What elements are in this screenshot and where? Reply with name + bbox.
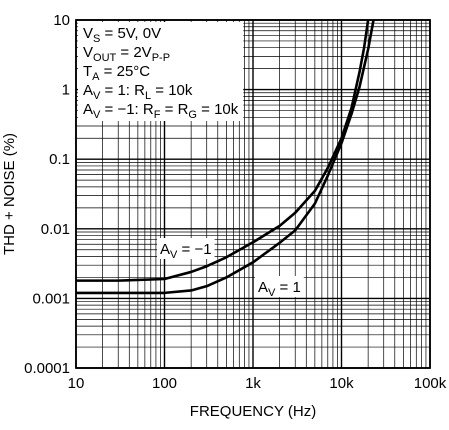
y-tick-label: 1 (62, 82, 70, 99)
y-tick-labels: 0.0001 0.001 0.01 0.1 1 10 (24, 12, 70, 377)
series-label-text: AV = 1 (258, 279, 301, 299)
series-label-bg (157, 238, 215, 259)
x-tick-label: 100k (414, 375, 447, 392)
condition-line: VS = 5V, 0V (83, 25, 161, 45)
x-tick-label: 10k (329, 375, 354, 392)
x-axis-label: FREQUENCY (Hz) (190, 403, 316, 420)
y-axis-label: THD + NOISE (%) (1, 133, 18, 255)
y-tick-label: 0.01 (41, 221, 70, 238)
y-tick-label: 0.1 (49, 151, 70, 168)
series-line-av-minus-1 (76, 19, 370, 282)
series-line-av-1 (76, 19, 375, 295)
x-tick-label: 1k (245, 375, 261, 392)
series-label-bg (255, 276, 304, 297)
plot-frame (75, 19, 431, 369)
condition-line: TA = 25°C (83, 63, 150, 83)
series-label-av-1: AV = 1 (255, 276, 304, 299)
x-tick-labels: 10 100 1k 10k 100k (68, 375, 447, 392)
condition-line: AV = 1: RL = 10k (83, 82, 193, 102)
data-series (76, 19, 375, 295)
y-tick-label: 0.0001 (24, 360, 70, 377)
y-tick-label: 10 (53, 12, 70, 29)
conditions-box (78, 22, 244, 121)
x-tick-label: 10 (68, 375, 85, 392)
series-label-av-minus-1: AV = −1 (157, 238, 215, 261)
series-label-text: AV = −1 (160, 241, 212, 261)
y-tick-label: 0.001 (32, 290, 70, 307)
condition-line: VOUT = 2VP-P (83, 44, 170, 64)
x-tick-label: 100 (152, 375, 177, 392)
condition-line: AV = −1: RF = RG = 10k (83, 101, 239, 121)
